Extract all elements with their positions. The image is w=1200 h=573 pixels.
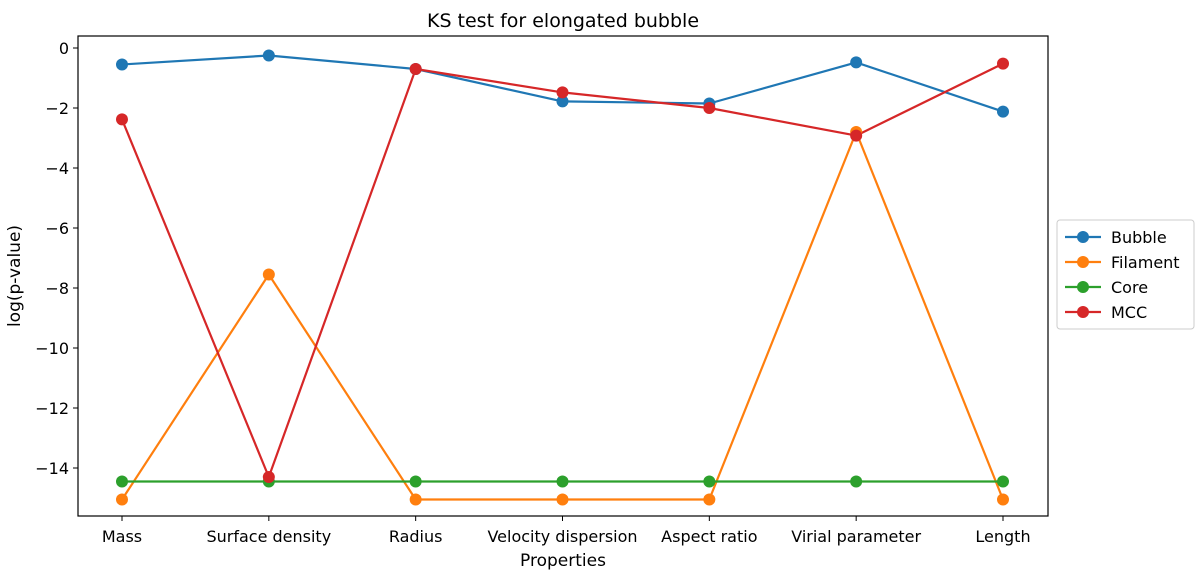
x-tick-label: Radius bbox=[389, 527, 443, 546]
y-tick-label: −12 bbox=[35, 399, 69, 418]
data-point-bubble bbox=[556, 95, 569, 108]
series-line-mcc bbox=[120, 62, 1004, 479]
data-point-bubble bbox=[262, 49, 275, 62]
legend-marker-core bbox=[1077, 281, 1089, 293]
x-tick-label: Aspect ratio bbox=[661, 527, 757, 546]
data-point-core bbox=[556, 475, 569, 488]
y-tick-label: −6 bbox=[45, 219, 69, 238]
y-tick-label: −10 bbox=[35, 339, 69, 358]
data-point-filament bbox=[116, 493, 128, 506]
data-point-filament bbox=[409, 493, 422, 506]
data-point-core bbox=[997, 475, 1009, 488]
series-lines bbox=[120, 54, 1005, 501]
data-point-mcc bbox=[409, 63, 422, 75]
data-point-bubble bbox=[850, 56, 863, 69]
data-point-filament bbox=[703, 493, 716, 506]
data-point-filament bbox=[556, 493, 569, 506]
y-tick-label: −4 bbox=[45, 159, 69, 178]
data-point-mcc bbox=[850, 129, 863, 142]
data-point-filament bbox=[997, 493, 1009, 506]
plot-area bbox=[77, 35, 1049, 517]
x-axis: Mass Surface density Radius Velocity disper… bbox=[102, 516, 1031, 546]
data-point-mcc bbox=[997, 57, 1009, 70]
legend-label-mcc: MCC bbox=[1111, 303, 1147, 322]
legend-marker-filament bbox=[1077, 256, 1089, 268]
y-tick-label: 0 bbox=[59, 39, 69, 58]
legend-label-bubble: Bubble bbox=[1111, 228, 1167, 247]
data-point-mcc bbox=[116, 113, 128, 126]
chart-title: KS test for elongated bubble bbox=[427, 10, 699, 32]
series-line-filament bbox=[121, 130, 1005, 501]
data-point-bubble bbox=[997, 105, 1009, 118]
series-points bbox=[116, 49, 1009, 506]
y-tick-label: −8 bbox=[45, 279, 69, 298]
legend-label-filament: Filament bbox=[1111, 253, 1180, 272]
data-point-core bbox=[703, 475, 716, 488]
data-point-filament bbox=[262, 268, 275, 281]
legend-marker-mcc bbox=[1077, 306, 1089, 318]
data-point-mcc bbox=[703, 102, 716, 114]
x-tick-label: Mass bbox=[102, 527, 142, 546]
x-tick-label: Velocity dispersion bbox=[487, 527, 637, 546]
legend-label-core: Core bbox=[1111, 278, 1148, 297]
x-tick-label: Length bbox=[975, 527, 1030, 546]
data-point-core bbox=[850, 475, 863, 488]
x-tick-label: Virial parameter bbox=[791, 527, 921, 546]
y-tick-label: −2 bbox=[45, 99, 69, 118]
x-axis-title: Properties bbox=[520, 551, 606, 571]
legend-box bbox=[1056, 219, 1195, 330]
x-tick-label: Surface density bbox=[206, 527, 331, 546]
y-axis: 0 −2 −4 −6 −8 −10 −12 −14 bbox=[35, 39, 78, 478]
legend: Bubble Filament Core MCC bbox=[1056, 219, 1195, 330]
y-axis-title: log(p-value) bbox=[5, 225, 25, 327]
data-point-core bbox=[116, 475, 128, 488]
data-point-mcc bbox=[262, 471, 275, 483]
y-tick-label: −14 bbox=[35, 459, 69, 478]
data-point-bubble bbox=[116, 58, 128, 71]
legend-marker-bubble bbox=[1077, 231, 1089, 243]
data-point-mcc bbox=[556, 86, 569, 99]
data-point-core bbox=[409, 475, 422, 488]
